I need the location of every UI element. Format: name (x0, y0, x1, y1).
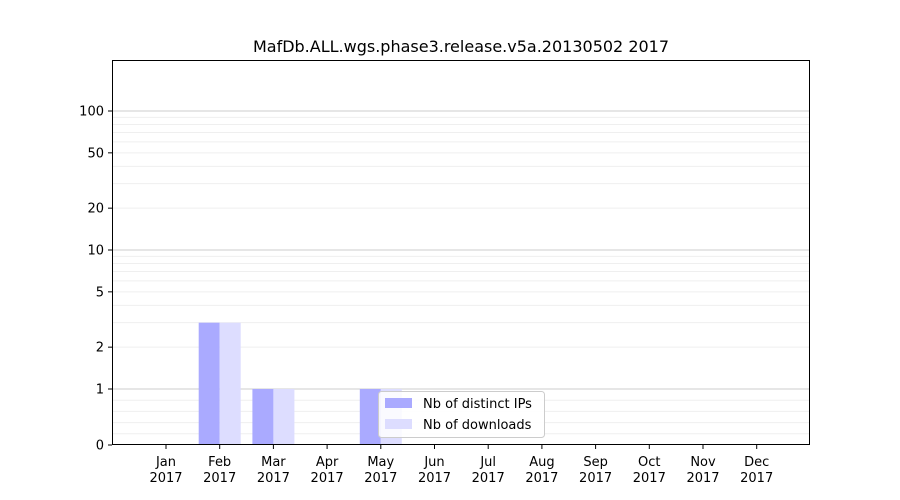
bar-distinct-ips-feb (198, 322, 220, 445)
x-tick-label-month: Feb (208, 455, 231, 470)
x-tick-label-month: Sep (583, 455, 608, 470)
x-tick-label-year: 2017 (472, 471, 505, 486)
bar-downloads-feb (219, 322, 241, 445)
y-tick-label: 20 (87, 202, 104, 217)
y-tick-label: 50 (87, 146, 104, 161)
y-tick-label: 0 (96, 439, 104, 454)
x-tick-label-year: 2017 (257, 471, 290, 486)
x-tick-label-year: 2017 (740, 471, 773, 486)
x-tick-label-year: 2017 (149, 471, 182, 486)
x-tick-label-year: 2017 (686, 471, 719, 486)
y-tick-label: 5 (96, 285, 104, 300)
x-tick-label-month: Jun (423, 455, 444, 470)
x-tick-label-month: Dec (744, 455, 769, 470)
y-tick-label: 10 (87, 244, 104, 259)
x-tick-label-year: 2017 (633, 471, 666, 486)
x-tick-label-year: 2017 (418, 471, 451, 486)
x-tick-label-month: May (367, 455, 394, 470)
legend-label: Nb of downloads (423, 418, 532, 433)
x-tick-label-year: 2017 (364, 471, 397, 486)
x-tick-label-month: Mar (261, 455, 286, 470)
plot-frame (112, 60, 810, 445)
x-tick-label-month: Jan (155, 455, 176, 470)
legend: Nb of distinct IPs Nb of downloads (378, 391, 545, 438)
bar-distinct-ips-may (359, 389, 381, 445)
bar-downloads-mar (273, 389, 295, 445)
x-tick-label-year: 2017 (203, 471, 236, 486)
legend-label: Nb of distinct IPs (423, 397, 532, 412)
legend-swatch (385, 419, 412, 429)
x-tick-label-month: Oct (638, 455, 660, 470)
x-tick-label-year: 2017 (579, 471, 612, 486)
x-tick-label-month: Apr (316, 455, 339, 470)
x-tick-label-month: Aug (529, 455, 554, 470)
y-tick-label: 2 (96, 341, 104, 356)
x-tick-label-year: 2017 (311, 471, 344, 486)
x-tick-label-year: 2017 (525, 471, 558, 486)
y-tick-label: 100 (79, 105, 104, 120)
legend-box (378, 391, 545, 438)
bar-distinct-ips-mar (252, 389, 274, 445)
bars (198, 322, 402, 445)
x-tick-label-month: Nov (690, 455, 716, 470)
x-axis: Jan2017Feb2017Mar2017Apr2017May2017Jun20… (149, 445, 773, 486)
chart-title: MafDb.ALL.wgs.phase3.release.v5a.2013050… (253, 37, 669, 56)
y-tick-label: 1 (96, 383, 104, 398)
x-tick-label-month: Jul (479, 455, 496, 470)
y-axis: 0 1 2 5 10 20 50 100 (79, 105, 112, 454)
legend-swatch (385, 398, 412, 408)
